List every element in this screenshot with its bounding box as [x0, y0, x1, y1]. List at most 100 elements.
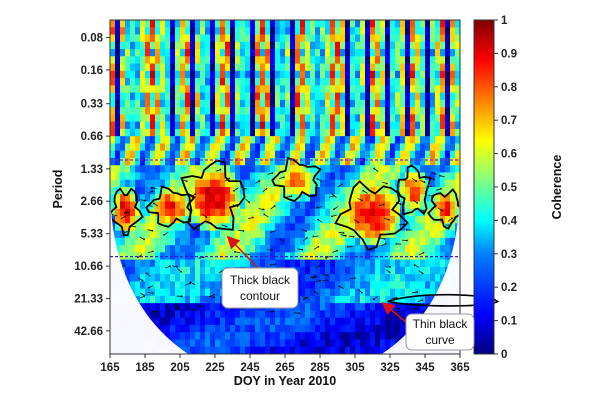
heat-cell [195, 237, 201, 246]
heat-cell [220, 56, 226, 65]
heat-cell [225, 245, 231, 253]
heat-cell [230, 332, 236, 341]
heat-cell [340, 303, 346, 312]
heat-cell [380, 339, 386, 348]
phase-arrow-head [373, 167, 375, 170]
heat-cell [335, 223, 341, 232]
heat-cell [430, 179, 436, 188]
phase-arrow-head [219, 168, 222, 171]
heat-cell [225, 230, 231, 239]
heat-cell [195, 78, 201, 86]
heat-cell [420, 194, 426, 203]
heat-cell [125, 92, 131, 101]
heat-cell [350, 63, 356, 72]
heat-cell [305, 179, 311, 188]
heat-cell [450, 85, 456, 94]
heat-cell [245, 194, 251, 203]
heat-cell [120, 56, 126, 65]
heat-cell [300, 157, 306, 166]
heat-cell [405, 136, 411, 145]
heat-cell [430, 259, 436, 268]
heat-cell [140, 85, 146, 94]
colorbar: 00.10.20.30.40.50.60.70.80.91 Coherence [473, 15, 564, 361]
heat-cell [195, 92, 201, 101]
heat-cell [140, 150, 146, 159]
heat-cell [275, 332, 281, 341]
heat-cell [280, 99, 286, 108]
heat-cell [450, 27, 456, 36]
heat-cell [440, 20, 446, 28]
heat-cell [405, 78, 411, 86]
heat-cell [225, 179, 231, 188]
heat-cell [320, 274, 326, 282]
heat-cell [210, 208, 216, 217]
heat-cell [225, 49, 231, 57]
heat-cell [340, 332, 346, 341]
heat-cell [350, 295, 356, 304]
heat-cell [190, 128, 196, 137]
heat-cell [135, 288, 141, 297]
heat-cell [430, 70, 436, 79]
heat-cell [400, 324, 406, 333]
heat-cell [255, 223, 261, 232]
heat-cell [170, 63, 176, 72]
heat-cell [345, 187, 351, 195]
heat-cell [120, 41, 126, 50]
phase-arrow-head [169, 265, 171, 268]
heat-cell [335, 187, 341, 195]
heat-cell [290, 346, 296, 354]
heat-cell [245, 245, 251, 253]
x-axis-title: DOY in Year 2010 [234, 374, 336, 388]
heat-cell [300, 172, 306, 181]
heat-cell [395, 295, 401, 304]
heat-cell [350, 266, 356, 275]
heat-cell [160, 179, 166, 188]
heat-cell [175, 150, 181, 159]
heat-cell [270, 310, 276, 319]
heat-cell [295, 179, 301, 188]
heat-cell [135, 121, 141, 130]
heat-cell [190, 179, 196, 188]
heat-cell [330, 63, 336, 72]
heat-cell [150, 34, 156, 43]
heat-cell [340, 99, 346, 108]
heat-cell [305, 310, 311, 319]
heat-cell [165, 172, 171, 181]
heat-cell [420, 281, 426, 290]
heat-cell [340, 92, 346, 101]
heat-cell [200, 157, 206, 166]
heat-cell [165, 56, 171, 65]
heat-cell [135, 85, 141, 94]
phase-arrow-head [439, 174, 441, 177]
heat-cell [115, 136, 121, 145]
heat-cell [370, 194, 376, 203]
heat-cell [365, 157, 371, 166]
heat-cell [120, 70, 126, 79]
heat-cell [375, 324, 381, 333]
heat-cell [375, 288, 381, 297]
heat-cell [290, 201, 296, 210]
heat-cell [320, 216, 326, 224]
heat-cell [430, 216, 436, 224]
heat-cell [340, 85, 346, 94]
heat-cell [115, 237, 121, 246]
heat-cell [235, 20, 241, 28]
heat-cell [225, 99, 231, 108]
heat-cell [215, 92, 221, 101]
heat-cell [285, 245, 291, 253]
heat-cell [230, 49, 236, 57]
heat-cell [450, 143, 456, 152]
phase-arrow-head [333, 195, 335, 197]
heat-cell [190, 317, 196, 326]
heat-cell [260, 339, 266, 348]
heat-cell [195, 324, 201, 333]
heat-cell [240, 157, 246, 166]
heat-cell [325, 295, 331, 304]
heat-cell [430, 136, 436, 145]
heat-cell [295, 310, 301, 319]
phase-arrow-head [194, 193, 197, 196]
heat-cell [170, 223, 176, 232]
heat-cell [415, 136, 421, 145]
heat-cell [275, 150, 281, 159]
heat-cell [170, 70, 176, 79]
